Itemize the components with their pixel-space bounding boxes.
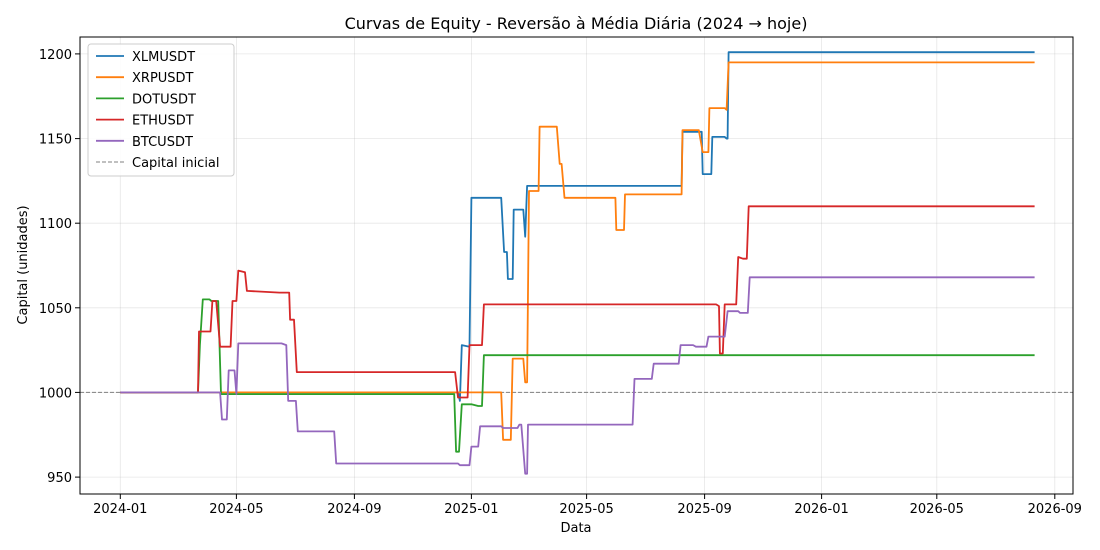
legend: XLMUSDT XRPUSDT DOTUSDT ETHUSDT BTCUSDT Capit… — [87, 43, 235, 177]
series-lines — [120, 51, 1035, 475]
x-tick-label: 2026-09 — [1028, 502, 1082, 517]
y-axis-ticks: 950 1000 1050 1100 1150 1200 — [39, 48, 80, 486]
x-tick-label: 2025-09 — [677, 502, 731, 517]
chart-title: Curvas de Equity - Reversão à Média Diár… — [345, 14, 808, 33]
x-tick-label: 2024-01 — [93, 502, 147, 517]
legend-label: DOTUSDT — [132, 92, 196, 107]
legend-label: XLMUSDT — [132, 50, 195, 65]
legend-box — [87, 43, 235, 177]
x-tick-label: 2025-01 — [444, 502, 498, 517]
series-line-xrpusdt — [120, 61, 1035, 441]
y-axis-label: Capital (unidades) — [16, 205, 31, 324]
y-tick-label: 950 — [47, 471, 72, 486]
plot-area-frame — [79, 36, 1074, 495]
y-tick-label: 1100 — [39, 217, 72, 232]
y-tick-label: 1000 — [39, 386, 72, 401]
y-tick-label: 1150 — [39, 133, 72, 148]
x-axis-ticks: 2024-01 2024-05 2024-09 2025-01 2025-05 2025-… — [93, 494, 1082, 517]
legend-label: Capital inicial — [132, 156, 220, 171]
y-tick-label: 1200 — [39, 48, 72, 63]
grid-lines — [80, 37, 1073, 494]
x-axis-label: Data — [560, 521, 591, 536]
series-line-btcusdt — [120, 276, 1035, 475]
series-line-ethusdt — [120, 205, 1035, 399]
x-tick-label: 2024-05 — [209, 502, 263, 517]
series-line-xlmusdt — [120, 51, 1035, 402]
legend-label: XRPUSDT — [132, 71, 194, 86]
series-line-dotusdt — [120, 298, 1035, 453]
x-tick-label: 2025-05 — [559, 502, 613, 517]
legend-label: BTCUSDT — [132, 135, 193, 150]
x-tick-label: 2026-05 — [910, 502, 964, 517]
y-tick-label: 1050 — [39, 302, 72, 317]
legend-label: ETHUSDT — [132, 114, 194, 129]
x-tick-label: 2026-01 — [794, 502, 848, 517]
x-tick-label: 2024-09 — [327, 502, 381, 517]
